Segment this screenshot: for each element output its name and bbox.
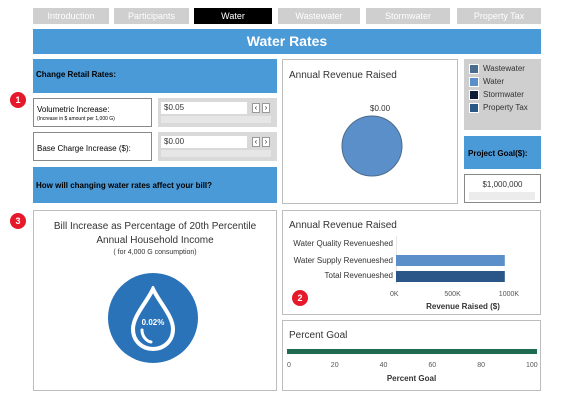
volumetric-sublabel: (Increase in $ amount per 1,000 G) [37, 116, 115, 122]
bar-water-supply[interactable] [396, 255, 505, 266]
legend-swatch [469, 77, 479, 87]
legend-swatch [469, 90, 479, 100]
bill-increase-panel: Bill Increase as Percentage of 20th Perc… [33, 210, 277, 391]
change-rates-heading: Change Retail Rates: [33, 59, 277, 93]
tab-property-tax[interactable]: Property Tax [457, 8, 541, 24]
volumetric-decrease-button[interactable]: ‹ [252, 103, 260, 113]
x-axis-label: Revenue Raised ($) [426, 302, 500, 311]
bar-chart-title: Annual Revenue Raised [289, 220, 397, 231]
bill-increase-subtitle: ( for 4,000 G consumption) [113, 249, 197, 256]
step-marker-1: 1 [10, 92, 26, 108]
bar-total[interactable] [396, 271, 505, 282]
chevron-right-icon: › [264, 137, 268, 146]
x-tick-label: 0 [287, 362, 291, 369]
percent-goal-panel: Percent Goal 0 20 40 60 80 100 Percent G… [282, 320, 541, 391]
x-tick-label: 500K [444, 291, 461, 298]
legend-swatch [469, 64, 479, 74]
percent-goal-axis-label: Percent Goal [386, 374, 437, 383]
volumetric-input[interactable]: $0.05 [161, 102, 247, 114]
volumetric-increase-button[interactable]: › [262, 103, 270, 113]
legend-swatch [469, 103, 479, 113]
x-tick-label: 100 [526, 362, 538, 369]
revenue-bar-panel: Annual Revenue Raised Water Quality Reve… [282, 210, 541, 315]
legend: Wastewater Water Stormwater Property Tax [464, 59, 541, 130]
base-charge-label-box: Base Charge Increase ($): [33, 132, 152, 161]
x-tick-label: 0K [390, 291, 399, 298]
legend-label: Wastewater [483, 64, 525, 73]
tab-stormwater[interactable]: Stormwater [366, 8, 450, 24]
base-charge-slider-track[interactable] [161, 150, 271, 157]
percent-goal-title: Percent Goal [289, 330, 348, 341]
base-charge-input-box: $0.00 ‹ › [158, 132, 277, 161]
base-charge-input[interactable]: $0.00 [161, 136, 247, 148]
percent-goal-chart [287, 349, 537, 354]
base-charge-decrease-button[interactable]: ‹ [252, 137, 260, 147]
project-goal-input-track[interactable] [469, 192, 535, 200]
project-goal-value[interactable]: $1,000,000 [482, 180, 523, 189]
revenue-bar-chart [396, 236, 505, 284]
bill-increase-circle: 0.02% [108, 273, 198, 363]
project-goal-label: Project Goal($): [464, 136, 541, 169]
revenue-pie-panel: Annual Revenue Raised $0.00 [282, 59, 458, 204]
percent-goal-bar[interactable] [287, 349, 537, 354]
bill-increase-title-2: Annual Household Income [96, 235, 214, 246]
chevron-left-icon: ‹ [254, 137, 258, 146]
tab-participants[interactable]: Participants [114, 8, 189, 24]
step-marker-2: 2 [292, 290, 308, 306]
chevron-left-icon: ‹ [254, 103, 258, 112]
bar-category-label: Total Revenueshed [324, 271, 394, 280]
pie-chart [341, 115, 403, 177]
pie-slice-water[interactable] [341, 115, 403, 177]
water-drop-icon [130, 286, 176, 352]
page-title: Water Rates [33, 29, 541, 54]
legend-label: Stormwater [483, 90, 524, 99]
volumetric-input-box: $0.05 ‹ › [158, 98, 277, 127]
x-tick-label: 40 [379, 362, 388, 369]
x-tick-label: 60 [428, 362, 437, 369]
base-charge-label: Base Charge Increase ($): [37, 144, 131, 153]
bar-category-label: Water Supply Revenueshed [293, 256, 393, 265]
x-tick-label: 80 [477, 362, 485, 369]
step-marker-3: 3 [10, 213, 26, 229]
x-tick-label: 1000K [498, 291, 520, 298]
volumetric-label: Volumetric Increase: [37, 105, 110, 114]
tab-introduction[interactable]: Introduction [33, 8, 109, 24]
volumetric-slider-track[interactable] [161, 116, 271, 123]
legend-label: Property Tax [483, 103, 528, 112]
base-charge-increase-button[interactable]: › [262, 137, 270, 147]
bill-increase-title-1: Bill Increase as Percentage of 20th Perc… [53, 221, 257, 232]
tab-wastewater[interactable]: Wastewater [278, 8, 360, 24]
x-tick-label: 20 [330, 362, 339, 369]
legend-label: Water [483, 77, 505, 86]
tab-water[interactable]: Water [194, 8, 272, 24]
rates-question: How will changing water rates affect you… [33, 167, 277, 203]
project-goal-box: $1,000,000 [464, 174, 541, 203]
volumetric-label-box: Volumetric Increase: (Increase in $ amou… [33, 98, 152, 127]
pie-data-label: $0.00 [370, 104, 391, 113]
bar-category-label: Water Quality Revenueshed [293, 239, 393, 248]
bill-increase-value: 0.02% [141, 318, 165, 327]
chevron-right-icon: › [264, 103, 268, 112]
pie-title: Annual Revenue Raised [289, 70, 397, 81]
